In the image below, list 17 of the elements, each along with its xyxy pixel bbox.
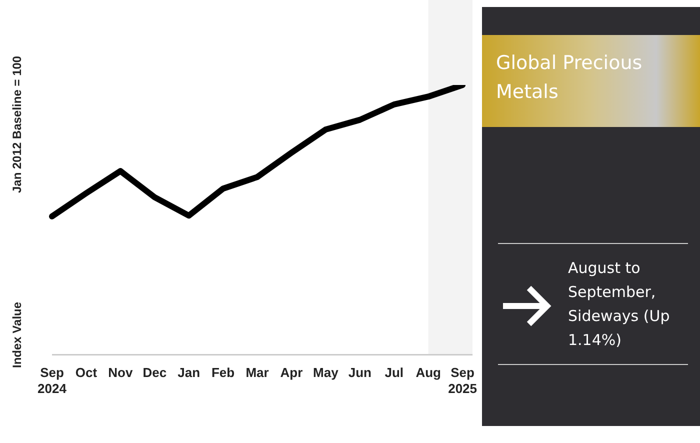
x-tick-label: Aug bbox=[416, 365, 442, 380]
x-tick-label: Feb bbox=[211, 365, 235, 380]
x-tick-label: Jun bbox=[348, 365, 372, 380]
x-tick-label: May bbox=[313, 365, 340, 380]
text: Global Precious Metals bbox=[482, 35, 700, 127]
y-axis-title: Index Value bbox=[10, 302, 24, 368]
x-tick-label: Sep 2024 bbox=[38, 365, 68, 396]
x-tick-label: Jan bbox=[178, 365, 200, 380]
x-tick-label: Dec bbox=[142, 365, 167, 380]
x-tick-label: Oct bbox=[75, 365, 98, 380]
x-tick-label: Jul bbox=[384, 365, 404, 380]
text: August to September, Sideways (Up 1.14%) bbox=[568, 258, 671, 351]
x-tick-label: Nov bbox=[108, 365, 134, 380]
text: Jan 2012 Baseline = 100 bbox=[10, 56, 24, 193]
x-tick-label: Apr bbox=[280, 365, 303, 380]
x-tick-label: Mar bbox=[246, 365, 269, 380]
x-tick-label: Sep 2025 bbox=[448, 365, 477, 396]
